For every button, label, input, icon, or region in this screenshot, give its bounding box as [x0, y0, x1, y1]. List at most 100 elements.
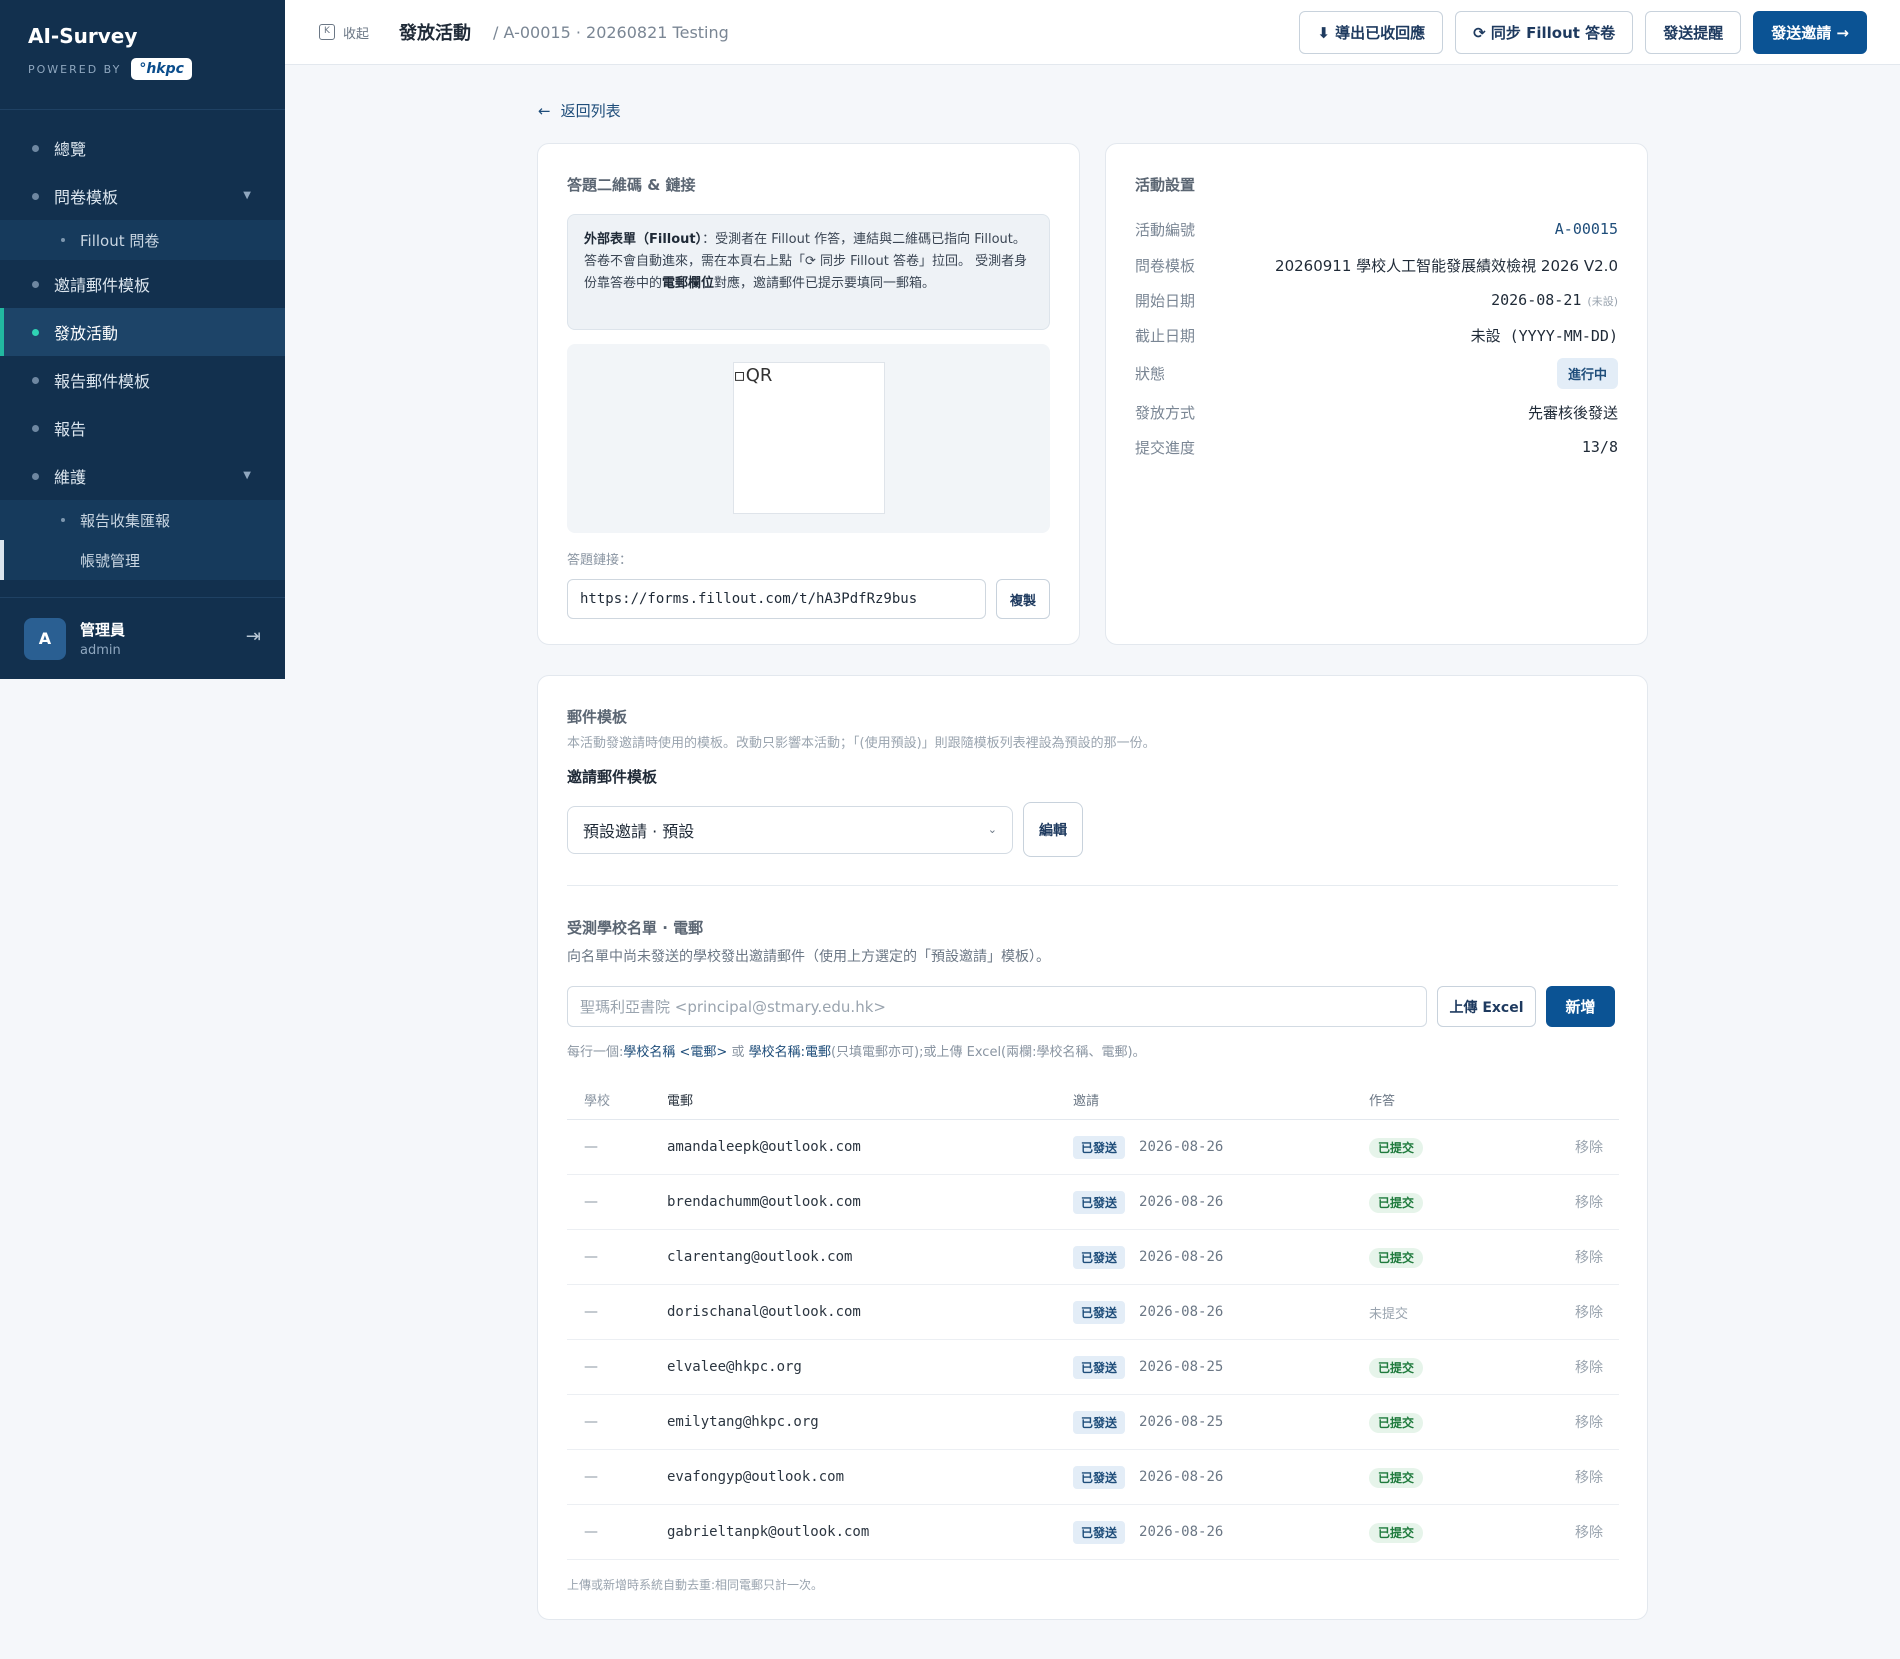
send-invite-button[interactable]: 發送邀請 → [1753, 11, 1867, 54]
sidebar-item-label: Fillout 問卷 [80, 231, 160, 250]
sent-badge: 已發送 [1073, 1245, 1126, 1269]
copy-link-button[interactable]: 複製 [996, 579, 1050, 619]
school-cell: — [584, 1139, 598, 1155]
notice-bold-email: 電郵欄位 [662, 276, 715, 291]
sent-badge: 已發送 [1073, 1465, 1126, 1489]
chevron-down-icon: ▼ [243, 190, 251, 201]
invite-cell: 已發送 2026-08-26 [1073, 1300, 1369, 1324]
add-recipient-button[interactable]: 新增 [1546, 986, 1615, 1027]
sidebar-item-label: 報告 [54, 420, 87, 439]
edit-template-button[interactable]: 編輯 [1023, 802, 1083, 857]
table-row: — clarentang@outlook.com 已發送 2026-08-26 已提交 移… [567, 1230, 1619, 1285]
collapse-icon: K [319, 24, 335, 40]
collapse-button[interactable]: K 收起 [319, 23, 369, 42]
setting-label: 問卷模板 [1135, 256, 1196, 275]
sidebar-item-label: 帳號管理 [80, 551, 141, 570]
email-cell: emilytang@hkpc.org [667, 1414, 819, 1430]
sidebar-item-report-templates[interactable]: 報告郵件模板 [0, 356, 285, 404]
hint-text: (只填電郵亦可);或上傳 Excel(兩欄:學校名稱、電郵)。 [830, 1045, 1146, 1060]
setting-label: 狀態 [1135, 364, 1166, 383]
recipient-input[interactable]: 聖瑪利亞書院 <principal@stmary.edu.hk> [567, 986, 1427, 1027]
setting-label: 活動編號 [1135, 220, 1196, 239]
start-date-value: 2026-08-21 [1491, 291, 1582, 309]
setting-row: 開始日期 2026-08-21 (未設) [1135, 290, 1618, 310]
sidebar-item-maintenance[interactable]: 維護 ▼ [0, 452, 285, 500]
send-reminder-button[interactable]: 發送提醒 [1645, 11, 1742, 54]
collapse-label: 收起 [343, 26, 370, 42]
invite-cell: 已發送 2026-08-25 [1073, 1410, 1369, 1434]
recipient-list-title: 受測學校名單 · 電郵 [567, 919, 704, 937]
column-answer: 作答 [1369, 1094, 1396, 1109]
header-actions: ⬇ 導出已收回應 ⟳ 同步 Fillout 答卷 發送提醒 發送邀請 → [1299, 11, 1867, 54]
survey-link-field[interactable]: https://forms.fillout.com/t/hA3PdfRz9bus [567, 579, 987, 619]
answer-cell: 已提交 [1369, 1467, 1544, 1488]
remove-button[interactable]: 移除 [1575, 1360, 1603, 1376]
brand-title: AI-Survey [28, 24, 138, 48]
page-title: 發放活動 [399, 23, 472, 44]
sent-badge: 已發送 [1073, 1355, 1126, 1379]
sidebar-item-campaigns[interactable]: 發放活動 [0, 308, 285, 356]
remove-button[interactable]: 移除 [1575, 1140, 1603, 1156]
sidebar-subitem-report-collection[interactable]: 報告收集匯報 [0, 500, 285, 540]
status-badge: 進行中 [1556, 357, 1618, 389]
not-submitted-text: 未提交 [1369, 1306, 1409, 1322]
logout-icon[interactable]: ⇥ [245, 626, 261, 647]
sent-badge: 已發送 [1073, 1135, 1126, 1159]
submitted-badge: 已提交 [1369, 1247, 1424, 1268]
back-label: 返回列表 [560, 102, 621, 120]
notice-bold: 外部表單（Fillout） [584, 232, 703, 247]
distribution-method-value: 先審核後發送 [1527, 403, 1618, 422]
sidebar-item-invite-templates[interactable]: 邀請郵件模板 [0, 260, 285, 308]
export-responses-button[interactable]: ⬇ 導出已收回應 [1299, 11, 1444, 54]
remove-button[interactable]: 移除 [1575, 1525, 1603, 1541]
setting-row: 截止日期 未設 (YYYY-MM-DD) [1135, 325, 1618, 345]
upload-excel-button[interactable]: 上傳 Excel [1437, 986, 1536, 1027]
submitted-badge: 已提交 [1369, 1412, 1424, 1433]
sidebar-item-label: 報告郵件模板 [54, 372, 151, 391]
sidebar-subitem-accounts[interactable]: 帳號管理 [0, 540, 285, 580]
hint-text: 或 [727, 1045, 749, 1060]
submitted-badge: 已提交 [1369, 1357, 1424, 1378]
answer-cell: 已提交 [1369, 1247, 1544, 1268]
sidebar: AI-Survey POWERED BY °hkpc 總覽 問卷模板 ▼ Fill… [0, 0, 285, 679]
submitted-badge: 已提交 [1369, 1192, 1424, 1213]
bullet-icon [32, 473, 39, 480]
sidebar-item-label: 報告收集匯報 [80, 511, 171, 530]
top-header: K 收起 發放活動 / A-00015 · 20260821 Testing ⬇… [285, 0, 1900, 65]
setting-row: 發放方式 先審核後發送 [1135, 402, 1618, 422]
sidebar-item-reports[interactable]: 報告 [0, 404, 285, 452]
school-cell: — [584, 1304, 598, 1320]
submitted-badge: 已提交 [1369, 1137, 1424, 1158]
avatar: A [24, 617, 66, 660]
notice-text: 對應，邀請郵件已提示要填同一郵箱。 [714, 276, 936, 291]
invite-template-select[interactable]: 預設邀請 · 預設 ⌄ [567, 805, 1013, 854]
card-title: 答題二維碼 & 鏈接 [567, 176, 696, 194]
table-row: — dorischanal@outlook.com 已發送 2026-08-26 未提交… [567, 1285, 1619, 1340]
qr-code-image: ▫QR [732, 362, 885, 514]
bullet-icon [32, 377, 39, 384]
sent-badge: 已發送 [1073, 1300, 1126, 1324]
sidebar-item-overview[interactable]: 總覽 [0, 124, 285, 172]
breadcrumb: / A-00015 · 20260821 Testing [493, 22, 729, 42]
remove-button[interactable]: 移除 [1575, 1195, 1603, 1211]
setting-row: 問卷模板 20260911 學校人工智能發展績效檢視 2026 V2.0 [1135, 255, 1618, 275]
start-date-note: (未設) [1587, 295, 1618, 308]
hint-text: 每行一個: [567, 1045, 624, 1060]
recipient-table: 學校 電郵 邀請 作答 — amandaleepk@outlook.com 已發送 2… [567, 1090, 1619, 1560]
sync-fillout-button[interactable]: ⟳ 同步 Fillout 答卷 [1455, 11, 1634, 54]
campaign-settings-card: 活動設置 活動編號 A-00015 問卷模板 20260911 學校人工智能發展… [1105, 143, 1648, 645]
invite-template-label: 邀請郵件模板 [567, 768, 658, 786]
sidebar-subitem-fillout[interactable]: Fillout 問卷 [0, 220, 285, 260]
sidebar-item-survey-templates[interactable]: 問卷模板 ▼ [0, 172, 285, 220]
sidebar-item-label: 發放活動 [54, 324, 119, 343]
remove-button[interactable]: 移除 [1575, 1415, 1603, 1431]
setting-label: 提交進度 [1135, 438, 1196, 457]
remove-button[interactable]: 移除 [1575, 1470, 1603, 1486]
remove-button[interactable]: 移除 [1575, 1250, 1603, 1266]
mail-template-card: 郵件模板 本活動發邀請時使用的模板。改動只影響本活動；「(使用預設)」則跟隨模板… [537, 675, 1648, 1620]
brand: AI-Survey POWERED BY °hkpc [0, 0, 285, 110]
setting-row: 提交進度 13/8 [1135, 437, 1618, 457]
remove-button[interactable]: 移除 [1575, 1305, 1603, 1321]
back-to-list-link[interactable]: ← 返回列表 [538, 100, 621, 121]
link-label: 答題鏈接： [567, 553, 633, 568]
